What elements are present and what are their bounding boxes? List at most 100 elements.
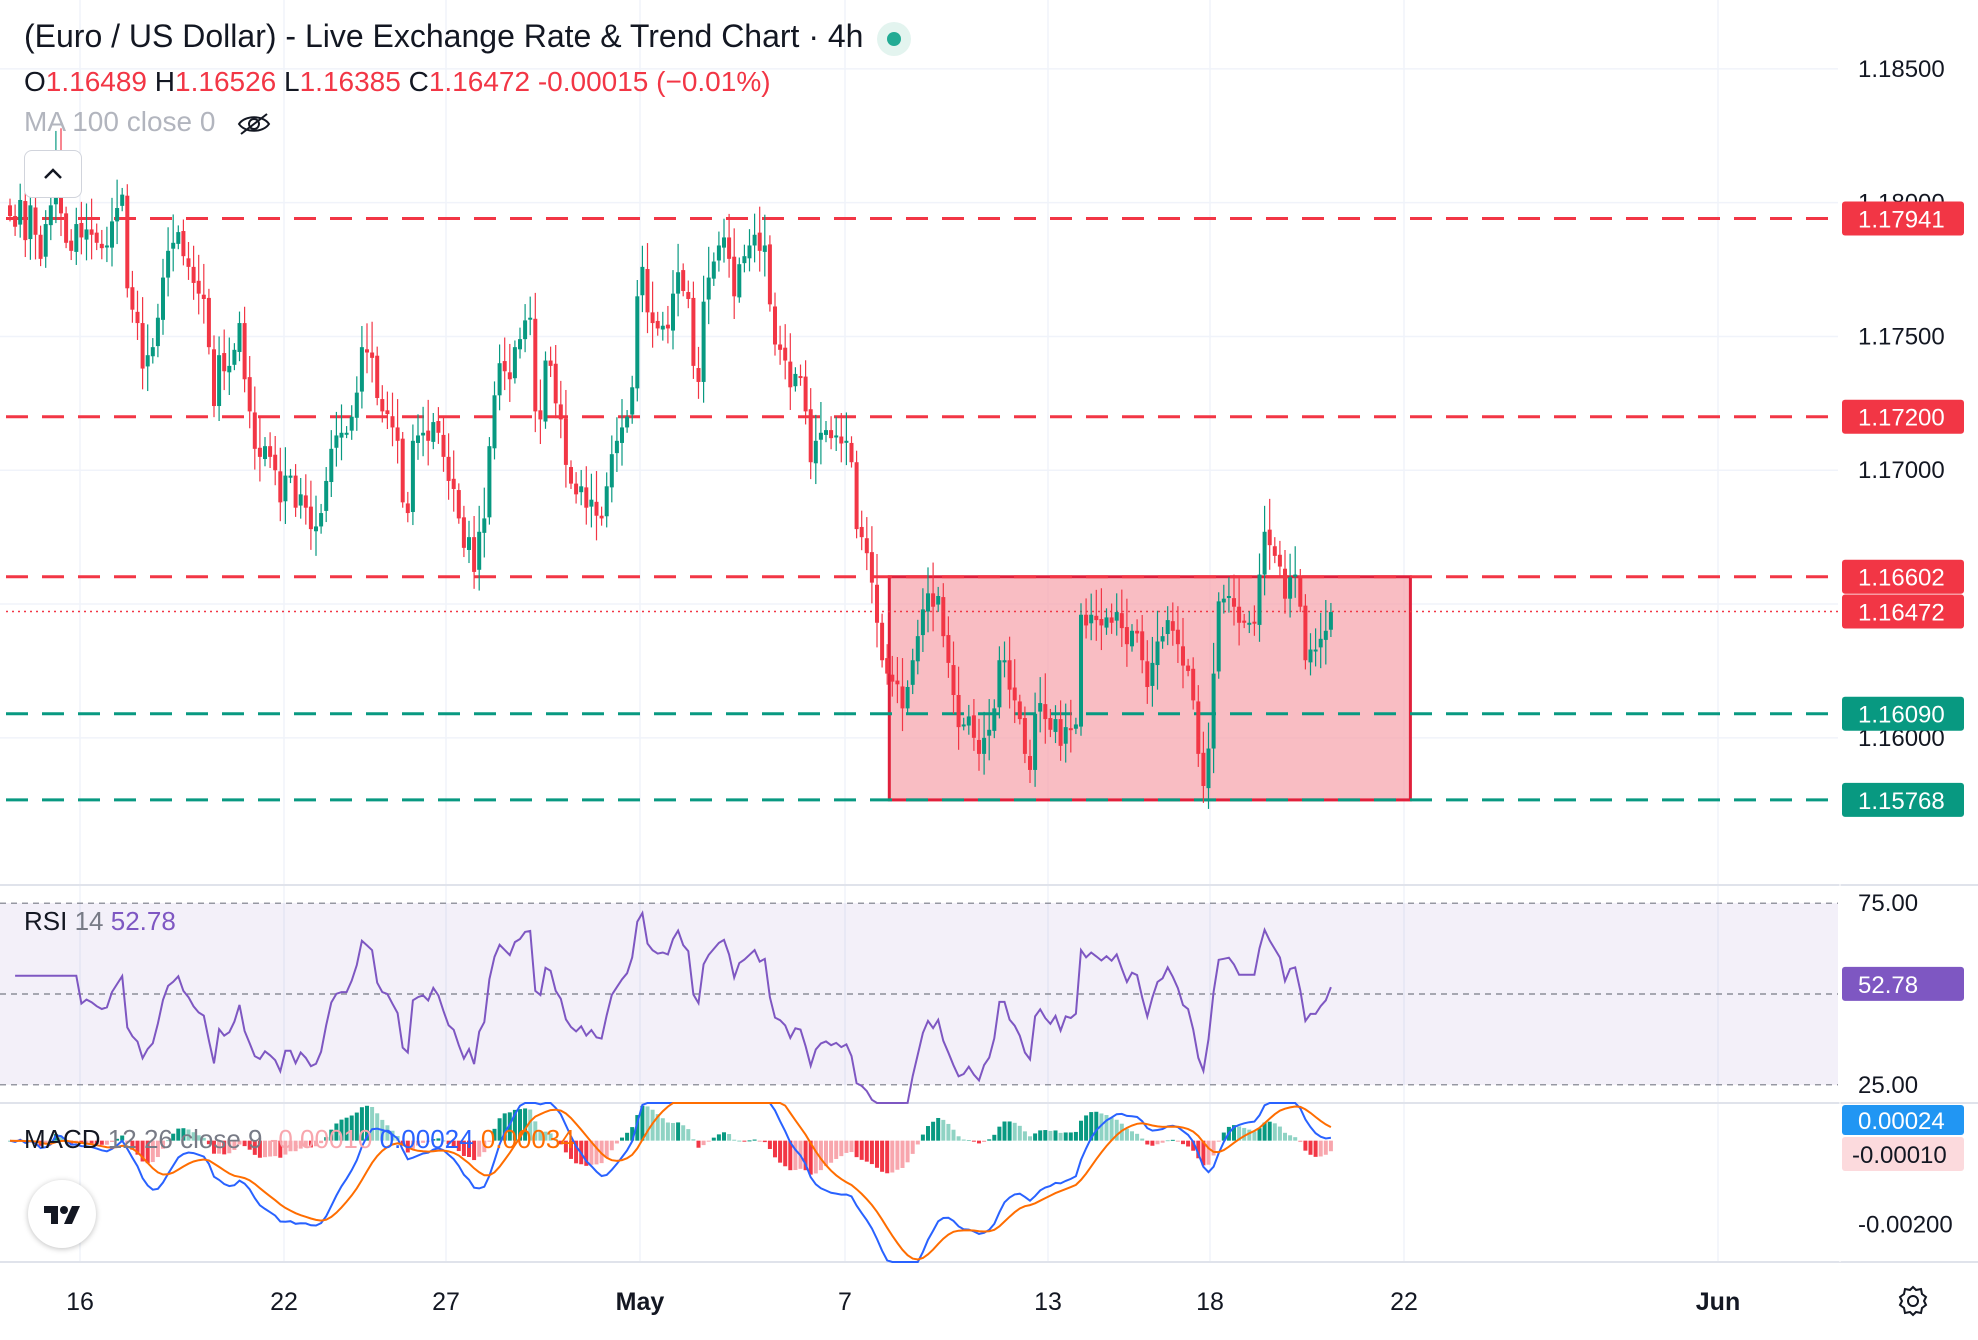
macd-histogram-bar [242, 1140, 247, 1147]
macd-histogram-bar [864, 1140, 869, 1162]
candle-body [252, 412, 257, 449]
ma-indicator-legend[interactable]: MA 100 close 0 [24, 106, 271, 138]
macd-histogram-bar [1119, 1123, 1124, 1141]
candle-body [497, 363, 502, 396]
candle-body [314, 526, 318, 532]
candle-body [400, 438, 405, 503]
macd-histogram-bar [1242, 1127, 1247, 1141]
candle-body [339, 432, 344, 438]
macd-histogram-bar [691, 1139, 696, 1141]
candle-body [130, 287, 135, 310]
macd-histogram-bar [660, 1118, 665, 1141]
candle-body [747, 245, 752, 259]
candle-body [1232, 598, 1236, 607]
macd-histogram-bar [630, 1127, 635, 1141]
macd-badge [1842, 1105, 1964, 1135]
candle-body [48, 205, 53, 226]
candle-body [104, 245, 109, 248]
candle-body [43, 224, 48, 257]
macd-histogram-bar [594, 1140, 599, 1165]
macd-histogram-bar [120, 1135, 125, 1141]
eye-off-icon[interactable] [237, 112, 271, 136]
macd-histogram-bar [885, 1140, 890, 1174]
symbol-title[interactable]: (Euro / US Dollar) - Live Exchange Rate … [24, 18, 864, 54]
macd-histogram-bar [635, 1115, 640, 1141]
candle-body [135, 311, 140, 324]
macd-histogram-bar [385, 1125, 390, 1141]
macd-histogram-bar [283, 1140, 288, 1155]
macd-histogram-bar [176, 1128, 181, 1141]
candle-body [1308, 649, 1313, 663]
rsi-period: 14 [74, 906, 104, 936]
macd-histogram-bar [59, 1135, 63, 1141]
candle-body [385, 410, 390, 415]
time-axis-label: 22 [1390, 1288, 1418, 1316]
candle-body [808, 409, 813, 463]
candle-body [951, 665, 956, 696]
candle-body [268, 446, 273, 457]
candle-body [375, 355, 380, 398]
macd-histogram-bar [43, 1140, 48, 1145]
candle-body [1053, 719, 1058, 732]
candle-body [691, 297, 696, 366]
range-box[interactable] [887, 575, 1412, 802]
macd-histogram-bar [140, 1140, 145, 1162]
candle-body [1313, 649, 1318, 652]
candle-body [161, 277, 165, 320]
macd-legend[interactable]: MACD 12 26 close 9 -0.00010 0.00024 0.00… [24, 1124, 575, 1155]
candle-body [982, 737, 987, 754]
candle-body [150, 347, 155, 357]
macd-histogram-bar [497, 1118, 502, 1141]
candle-body [1277, 554, 1282, 567]
rsi-legend[interactable]: RSI 14 52.78 [24, 906, 176, 937]
macd-histogram-bar [1318, 1140, 1323, 1157]
candle-body [329, 448, 334, 483]
candle-body [864, 538, 869, 554]
macd-histogram-bar [1277, 1126, 1282, 1141]
macd-histogram-bar [145, 1140, 150, 1164]
candle-body [303, 495, 308, 508]
macd-histogram-bar [762, 1140, 767, 1143]
macd-histogram-bar [247, 1140, 252, 1150]
macd-histogram-bar [1130, 1131, 1134, 1141]
macd-histogram-bar [778, 1140, 783, 1163]
candle-body [186, 258, 191, 267]
macd-histogram-bar [711, 1137, 716, 1141]
candle-body [319, 513, 324, 527]
macd-histogram-bar [171, 1133, 176, 1141]
macd-histogram-bar [599, 1140, 604, 1164]
tradingview-logo-button[interactable] [28, 1180, 96, 1248]
candle-body [533, 318, 538, 412]
gear-icon[interactable] [1896, 1284, 1930, 1318]
last-price-badge-label: 1.16472 [1858, 600, 1945, 627]
rsi-badge-label: 52.78 [1858, 972, 1918, 999]
macd-badge-label: 0.00024 [1858, 1108, 1945, 1135]
collapse-legend-button[interactable] [24, 150, 82, 198]
candle-body [665, 324, 670, 329]
macd-histogram-bar [1196, 1140, 1201, 1159]
candle-body [931, 593, 936, 607]
macd-histogram-bar [456, 1140, 461, 1152]
macd-histogram-bar [1221, 1132, 1226, 1141]
change-value: -0.00015 (−0.01%) [537, 66, 771, 97]
macd-histogram-bar [1104, 1115, 1109, 1141]
macd-histogram-bar [518, 1109, 522, 1141]
candle-body [1017, 701, 1022, 720]
macd-histogram-bar [1247, 1129, 1252, 1141]
candle-body [793, 373, 798, 387]
macd-histogram-bar [191, 1132, 196, 1141]
macd-histogram-bar [793, 1140, 798, 1171]
macd-histogram-bar [915, 1140, 920, 1145]
candle-body [1089, 614, 1094, 624]
candle-body [854, 462, 859, 530]
candle-body [849, 442, 854, 463]
candle-body [614, 440, 619, 454]
macd-histogram-bar [370, 1106, 375, 1141]
macd-histogram-bar [645, 1106, 650, 1141]
time-axis-label: 16 [66, 1288, 94, 1316]
macd-histogram-bar [1079, 1120, 1083, 1141]
candle-body [686, 292, 691, 299]
level-badge [1842, 399, 1964, 434]
candle-body [1318, 638, 1323, 648]
